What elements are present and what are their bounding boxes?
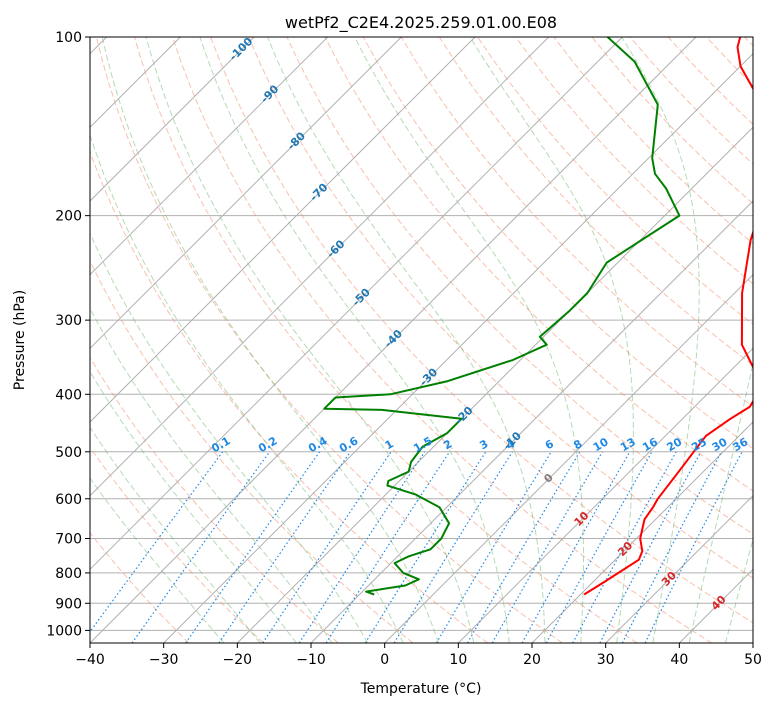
mixing-ratio-line bbox=[298, 451, 426, 643]
isotherms bbox=[90, 37, 753, 643]
mixing-ratio-line bbox=[644, 451, 743, 643]
y-tick-label: 900 bbox=[55, 596, 82, 612]
y-tick-label: 800 bbox=[55, 566, 82, 582]
plot-frame bbox=[89, 36, 754, 644]
dry-adiabat bbox=[172, 37, 712, 643]
mixing-ratio-lines bbox=[90, 451, 743, 643]
isotherm-line bbox=[457, 347, 753, 643]
isotherm-line bbox=[384, 273, 753, 643]
x-tick-label: 30 bbox=[597, 652, 615, 668]
dry-adiabat bbox=[90, 150, 488, 643]
mixing-ratio-line bbox=[364, 451, 487, 643]
moist-adiabat bbox=[101, 37, 439, 643]
moist-adiabat bbox=[199, 37, 510, 643]
moist-adiabat bbox=[621, 37, 700, 643]
y-tick-label: 1000 bbox=[46, 623, 82, 639]
isotherm-line bbox=[90, 37, 697, 643]
moist-adiabat bbox=[90, 477, 225, 643]
dry-adiabat bbox=[286, 37, 753, 535]
dry-adiabat bbox=[362, 37, 753, 450]
y-tick-label: 600 bbox=[55, 492, 82, 508]
mixing-ratio-line bbox=[262, 451, 392, 643]
dry-adiabat bbox=[90, 446, 264, 643]
moist-adiabat bbox=[90, 370, 297, 643]
mixing-ratio-line bbox=[90, 451, 224, 633]
mixing-ratio-line bbox=[185, 451, 321, 643]
isotherm-line bbox=[90, 37, 255, 202]
x-tick-label: −10 bbox=[296, 652, 326, 668]
y-tick-label: 100 bbox=[55, 30, 82, 46]
dry-adiabat bbox=[90, 532, 190, 643]
dry-adiabat bbox=[90, 356, 339, 643]
y-tick-label: 400 bbox=[55, 387, 82, 403]
y-tick-label: 300 bbox=[55, 313, 82, 329]
isotherm-line bbox=[90, 37, 476, 423]
moist-adiabat bbox=[90, 231, 369, 643]
y-tick-label: 200 bbox=[55, 209, 82, 225]
isotherm-line bbox=[90, 37, 329, 276]
dry-adiabat bbox=[248, 37, 753, 579]
x-axis-title: Temperature (°C) bbox=[360, 681, 482, 697]
mixing-ratio-line bbox=[521, 451, 631, 643]
moist-adiabat bbox=[145, 37, 475, 643]
dewpoint-profile-line bbox=[323, 37, 681, 596]
isotherm-line bbox=[90, 37, 402, 350]
isotherm-line bbox=[531, 421, 753, 643]
x-tick-label: 0 bbox=[380, 652, 389, 668]
moist-adiabat bbox=[267, 37, 546, 643]
x-tick-label: 40 bbox=[670, 652, 688, 668]
y-axis-title: Pressure (hPa) bbox=[12, 290, 28, 390]
isotherm-line bbox=[90, 37, 623, 571]
x-tick-label: 10 bbox=[449, 652, 467, 668]
isotherm-line bbox=[310, 200, 753, 643]
isotherm-line bbox=[236, 126, 753, 643]
y-tick-label: 500 bbox=[55, 445, 82, 461]
dry-adiabat bbox=[95, 37, 563, 643]
x-tick-label: −20 bbox=[223, 652, 253, 668]
mixing-ratio-line bbox=[435, 451, 552, 643]
isotherm-line bbox=[605, 494, 753, 643]
dry-adiabat bbox=[210, 37, 753, 624]
moist-adiabat bbox=[354, 37, 584, 643]
mixing-ratio-line bbox=[572, 451, 677, 643]
x-tick-label: −30 bbox=[149, 652, 179, 668]
dry-adiabat bbox=[133, 37, 638, 643]
x-tick-label: 50 bbox=[744, 652, 762, 668]
mixing-ratio-line bbox=[218, 451, 351, 643]
y-tick-label: 700 bbox=[55, 532, 82, 548]
x-axis-ticks: −40 −30 −20 −10 0 10 20 30 40 50 bbox=[75, 643, 762, 668]
x-tick-label: 20 bbox=[523, 652, 541, 668]
x-tick-label: −40 bbox=[75, 652, 105, 668]
moist-adiabat bbox=[90, 426, 261, 643]
isotherm-line bbox=[90, 37, 550, 497]
dry-adiabats bbox=[90, 37, 753, 643]
moist-adiabats bbox=[90, 37, 753, 643]
moist-adiabat bbox=[90, 133, 404, 643]
chart-title: wetPf2_C2E4.2025.259.01.00.E08 bbox=[285, 13, 557, 33]
mixing-ratio-line bbox=[131, 451, 271, 643]
dry-adiabat bbox=[438, 37, 753, 366]
dry-adiabat bbox=[515, 37, 753, 285]
dry-adiabat bbox=[400, 37, 753, 408]
mixing-ratio-line bbox=[325, 451, 451, 643]
mixing-ratio-line bbox=[545, 451, 653, 643]
y-axis-ticks: 100 200 300 400 500 600 700 800 900 1000 bbox=[46, 30, 90, 639]
isotherm-line bbox=[163, 52, 753, 643]
mixing-ratio-line bbox=[599, 451, 702, 643]
